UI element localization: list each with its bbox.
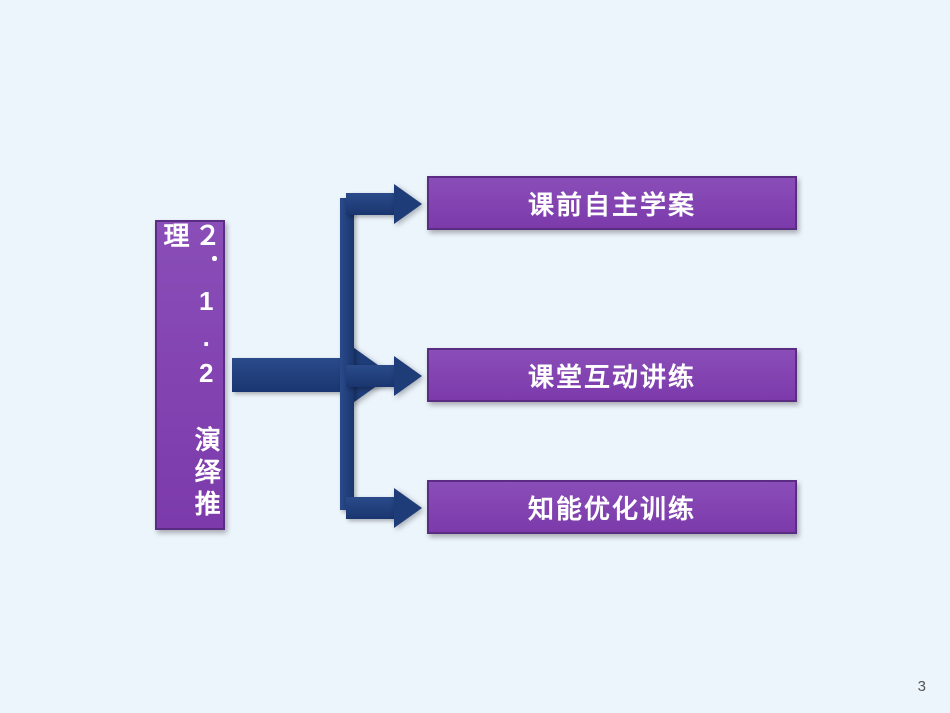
branch-arrow-3	[346, 488, 426, 528]
branch-label: 知能优化训练	[528, 489, 696, 526]
vertical-connector	[340, 198, 354, 510]
arrow-head-icon	[394, 488, 422, 528]
arrow-shaft	[232, 358, 352, 392]
branch-label: 课前自主学案	[528, 185, 696, 222]
branch-arrow-2	[346, 356, 426, 396]
arrow-shaft	[346, 193, 396, 215]
arrow-head-icon	[394, 356, 422, 396]
root-node: ２．1.2 演绎推理	[155, 220, 225, 530]
arrow-shaft	[346, 365, 396, 387]
branch-node-3: 知能优化训练	[427, 480, 797, 534]
branch-label: 课堂互动讲练	[528, 357, 696, 394]
branch-arrow-1	[346, 184, 426, 224]
arrow-head-icon	[394, 184, 422, 224]
arrow-shaft	[346, 497, 396, 519]
root-label: ２．1.2 演绎推理	[159, 222, 221, 528]
branch-node-1: 课前自主学案	[427, 176, 797, 230]
branch-node-2: 课堂互动讲练	[427, 348, 797, 402]
page-number: 3	[918, 678, 926, 695]
